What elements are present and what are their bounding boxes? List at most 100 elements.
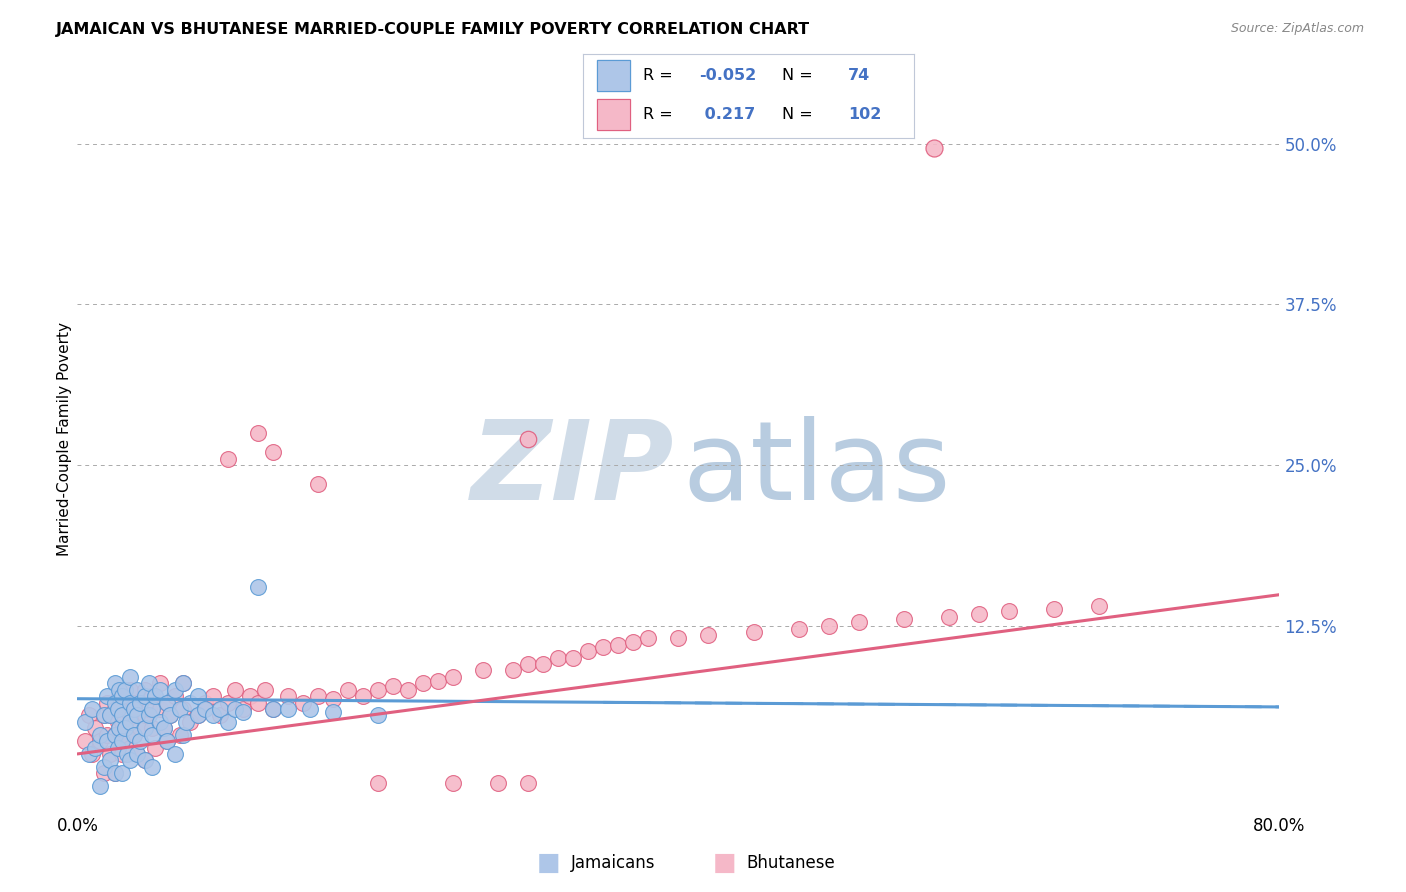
Bar [596,99,630,130]
Point [145,689,167,703]
Point [118,753,141,767]
Point [299,702,322,716]
Point [262,445,284,459]
Point [322,705,344,719]
Point [262,702,284,716]
Point [246,696,269,710]
Point [179,696,201,710]
Point [621,635,644,649]
Point [104,728,127,742]
Point [787,623,810,637]
Point [96,696,118,710]
Point [367,776,389,790]
Point [93,766,115,780]
Point [592,640,614,655]
Point [100,747,122,761]
Point [149,676,172,690]
Bar [596,99,630,130]
Point [224,682,246,697]
Point [172,702,194,716]
Point [381,679,404,693]
Point [156,696,179,710]
Point [141,760,163,774]
Point [114,696,136,710]
Point [111,714,134,729]
Point [441,776,464,790]
Point [396,682,419,697]
Point [104,766,127,780]
Text: R =: R = [643,68,678,83]
Point [141,702,163,716]
Point [111,689,134,703]
Point [138,708,160,723]
Point [107,714,129,729]
Point [104,728,127,742]
Point [531,657,554,671]
Point [134,689,156,703]
Point [114,728,136,742]
Point [100,708,122,723]
Point [817,618,839,632]
Text: 0.217: 0.217 [699,107,755,122]
Point [156,734,179,748]
Point [336,682,359,697]
Point [547,650,569,665]
Point [201,708,224,723]
Point [277,702,299,716]
Point [127,682,149,697]
Point [127,705,149,719]
Text: ■: ■ [713,851,735,874]
Point [129,696,152,710]
Point [118,708,141,723]
Point [108,682,131,697]
Point [322,691,344,706]
Text: N =: N = [782,68,818,83]
Point [114,721,136,735]
Point [194,696,217,710]
Point [562,650,585,665]
Point [153,721,176,735]
Point [138,676,160,690]
Point [108,721,131,735]
Text: Bhutanese: Bhutanese [747,854,835,871]
Point [104,702,127,716]
Point [141,689,163,703]
Point [922,141,945,155]
Point [232,702,254,716]
Text: Jamaicans: Jamaicans [571,854,655,871]
Point [108,689,131,703]
Point [239,689,262,703]
Text: 74: 74 [848,68,870,83]
Point [124,728,146,742]
Point [668,632,690,646]
Point [367,708,389,723]
Point [89,779,111,793]
Text: 102: 102 [848,107,882,122]
Point [472,664,495,678]
Point [169,702,191,716]
Point [254,682,277,697]
Point [163,689,186,703]
Point [848,615,870,629]
Point [412,676,434,690]
Text: atlas: atlas [682,416,950,523]
Point [742,624,765,639]
Point [209,702,232,716]
Point [172,676,194,690]
Point [111,734,134,748]
Point [93,760,115,774]
Point [84,721,107,735]
Point [107,702,129,716]
Point [96,728,118,742]
Point [104,676,127,690]
Point [82,747,104,761]
Point [96,689,118,703]
Point [115,747,138,761]
Point [104,766,127,780]
Point [174,714,197,729]
Point [89,734,111,748]
Point [73,714,96,729]
Point [576,644,599,658]
Point [149,682,172,697]
Point [104,696,127,710]
